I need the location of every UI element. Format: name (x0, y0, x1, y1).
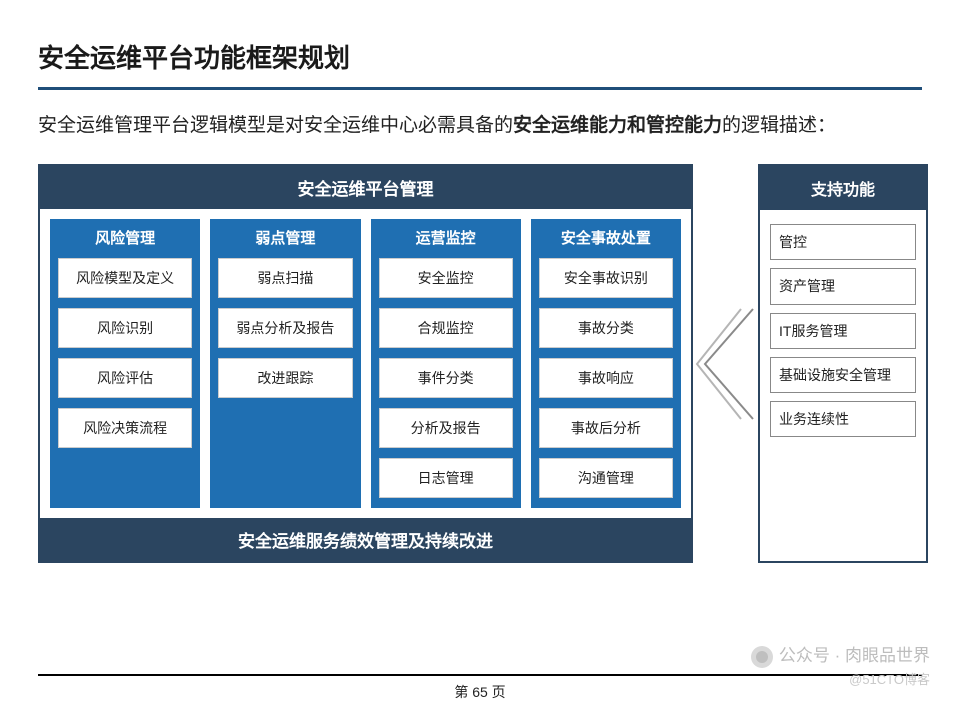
page-title: 安全运维平台功能框架规划 (38, 38, 922, 75)
item-box: 事故响应 (539, 358, 673, 398)
item-box: 风险评估 (58, 358, 192, 398)
column-header: 运营监控 (371, 219, 521, 258)
support-item: 资产管理 (770, 268, 916, 304)
platform-footer: 安全运维服务绩效管理及持续改进 (40, 518, 691, 561)
column-header: 安全事故处置 (531, 219, 681, 258)
support-item: 管控 (770, 224, 916, 260)
architecture-diagram: 安全运维平台管理 风险管理风险模型及定义风险识别风险评估风险决策流程弱点管理弱点… (38, 164, 922, 563)
columns-row: 风险管理风险模型及定义风险识别风险评估风险决策流程弱点管理弱点扫描弱点分析及报告… (40, 209, 691, 518)
item-box: 安全监控 (379, 258, 513, 298)
item-box: 事故分类 (539, 308, 673, 348)
item-box: 弱点分析及报告 (218, 308, 352, 348)
column-2: 运营监控安全监控合规监控事件分类分析及报告日志管理 (371, 219, 521, 508)
item-box: 风险识别 (58, 308, 192, 348)
support-block: 支持功能 管控资产管理 IT服务管理基础设施安全管理业务连续性 (758, 164, 928, 563)
column-0: 风险管理风险模型及定义风险识别风险评估风险决策流程 (50, 219, 200, 508)
item-box: 事件分类 (379, 358, 513, 398)
column-items: 安全事故识别事故分类事故响应事故后分析沟通管理 (531, 258, 681, 498)
item-box: 合规监控 (379, 308, 513, 348)
subtitle-prefix: 安全运维管理平台逻辑模型是对安全运维中心必需具备的 (38, 115, 513, 136)
watermark-sub: @51CTO博客 (849, 672, 930, 687)
connector-arrow (693, 164, 758, 563)
subtitle-bold: 安全运维能力和管控能力 (513, 115, 722, 136)
support-item: 基础设施安全管理 (770, 357, 916, 393)
wechat-icon (751, 646, 773, 668)
item-box: 风险模型及定义 (58, 258, 192, 298)
watermark: 公众号 · 肉眼品世界 @51CTO博客 (751, 645, 930, 690)
support-header: 支持功能 (760, 166, 926, 210)
item-box: 事故后分析 (539, 408, 673, 448)
main-platform-block: 安全运维平台管理 风险管理风险模型及定义风险识别风险评估风险决策流程弱点管理弱点… (38, 164, 693, 563)
column-items: 风险模型及定义风险识别风险评估风险决策流程 (50, 258, 200, 448)
item-box: 安全事故识别 (539, 258, 673, 298)
support-item: 业务连续性 (770, 401, 916, 437)
column-header: 风险管理 (50, 219, 200, 258)
item-box: 弱点扫描 (218, 258, 352, 298)
subtitle-suffix: 的逻辑描述： (722, 115, 836, 136)
column-items: 安全监控合规监控事件分类分析及报告日志管理 (371, 258, 521, 498)
column-1: 弱点管理弱点扫描弱点分析及报告改进跟踪 (210, 219, 360, 508)
item-box: 日志管理 (379, 458, 513, 498)
item-box: 改进跟踪 (218, 358, 352, 398)
column-3: 安全事故处置安全事故识别事故分类事故响应事故后分析沟通管理 (531, 219, 681, 508)
column-header: 弱点管理 (210, 219, 360, 258)
title-divider (38, 87, 922, 90)
platform-header: 安全运维平台管理 (40, 166, 691, 209)
support-item: IT服务管理 (770, 313, 916, 349)
support-items: 管控资产管理 IT服务管理基础设施安全管理业务连续性 (760, 210, 926, 451)
item-box: 风险决策流程 (58, 408, 192, 448)
chevron-left-icon (693, 304, 758, 424)
subtitle: 安全运维管理平台逻辑模型是对安全运维中心必需具备的安全运维能力和管控能力的逻辑描… (38, 110, 922, 142)
item-box: 沟通管理 (539, 458, 673, 498)
column-items: 弱点扫描弱点分析及报告改进跟踪 (210, 258, 360, 398)
item-box: 分析及报告 (379, 408, 513, 448)
watermark-main: 公众号 · 肉眼品世界 (779, 646, 930, 665)
